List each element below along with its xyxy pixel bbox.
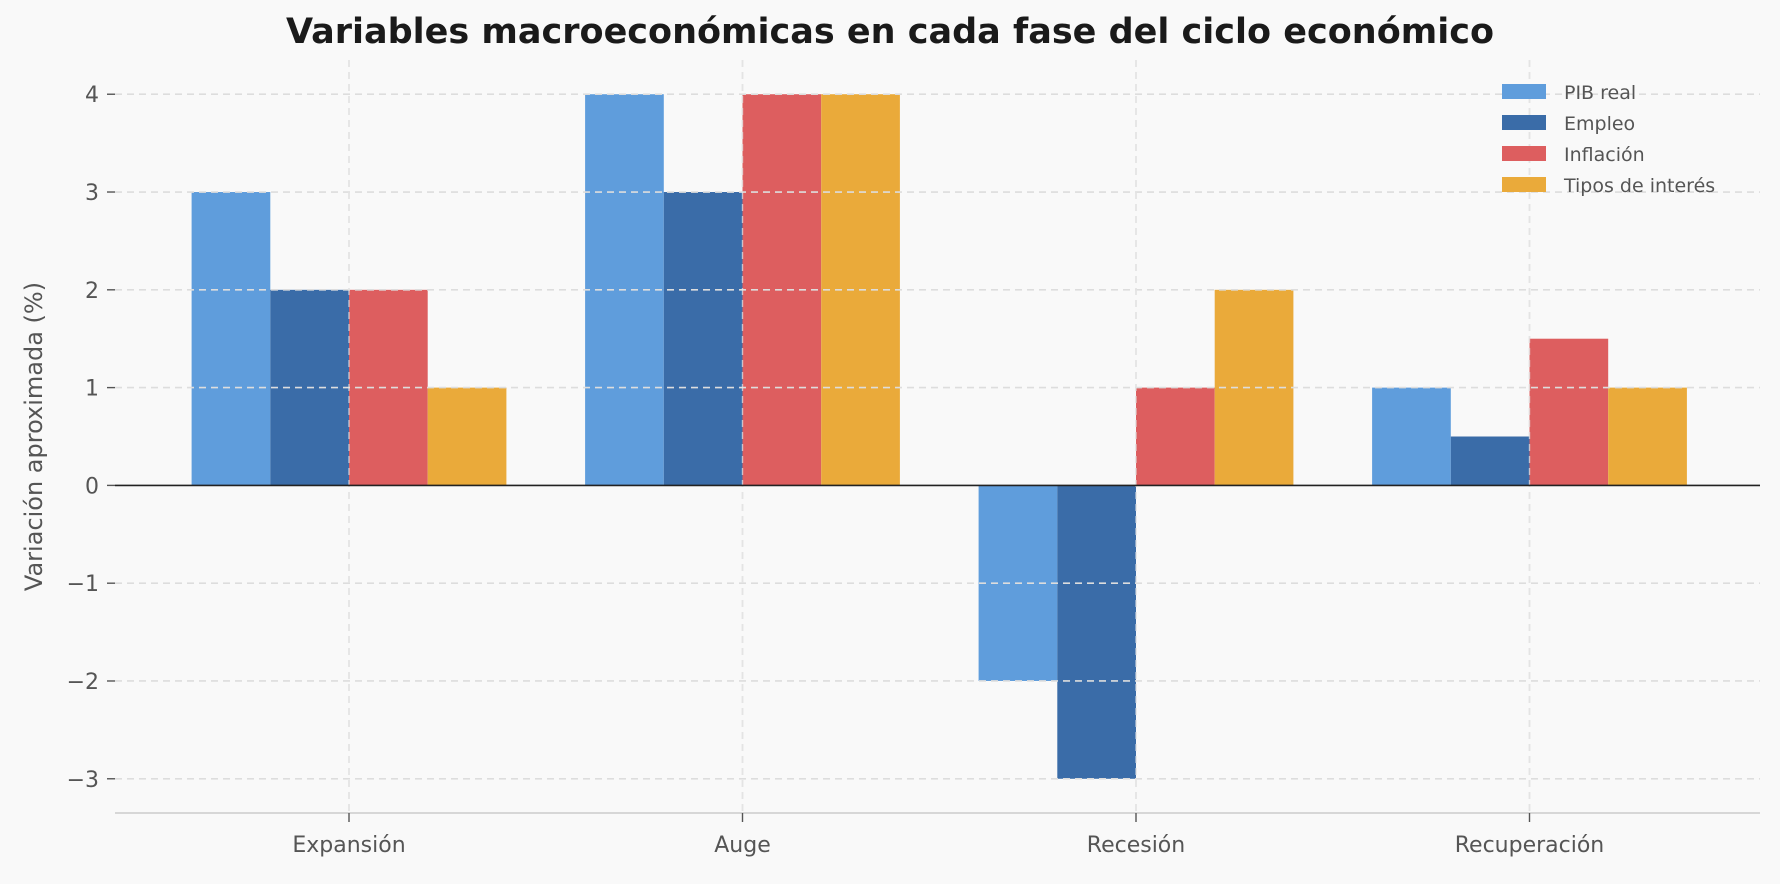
y-tick-label: 1 (85, 377, 99, 402)
bar (663, 192, 743, 486)
y-tick-label: 2 (85, 279, 99, 304)
bar (191, 192, 271, 486)
x-tick-label: Expansión (292, 833, 405, 858)
legend-swatch (1502, 177, 1546, 192)
legend-label: Empleo (1564, 113, 1635, 135)
x-tick-label: Recesión (1087, 833, 1185, 858)
y-tick-label: −1 (67, 572, 99, 597)
y-tick-label: −2 (67, 670, 99, 695)
bar (1372, 387, 1451, 486)
x-tick-label: Recuperación (1455, 833, 1605, 858)
y-tick-label: 4 (85, 83, 99, 108)
legend-swatch (1502, 115, 1546, 130)
bar (1608, 387, 1687, 486)
bar (1057, 485, 1136, 779)
legend-label: PIB real (1564, 82, 1636, 104)
y-axis-label: Variación aproximada (%) (20, 282, 48, 591)
y-tick-label: 0 (85, 474, 99, 499)
legend-label: Inflación (1564, 144, 1645, 166)
bar (1136, 387, 1215, 486)
bar (349, 289, 428, 486)
x-tick-label: Auge (714, 833, 771, 858)
legend-swatch (1502, 84, 1546, 99)
legend-swatch (1502, 146, 1546, 161)
y-tick-label: 3 (85, 181, 99, 206)
bar (427, 387, 507, 486)
legend-label: Tipos de interés (1563, 175, 1715, 197)
bar (1529, 338, 1609, 486)
y-tick-label: −3 (67, 768, 99, 793)
bar (1450, 436, 1530, 486)
chart-title: Variables macroeconómicas en cada fase d… (285, 12, 1495, 52)
